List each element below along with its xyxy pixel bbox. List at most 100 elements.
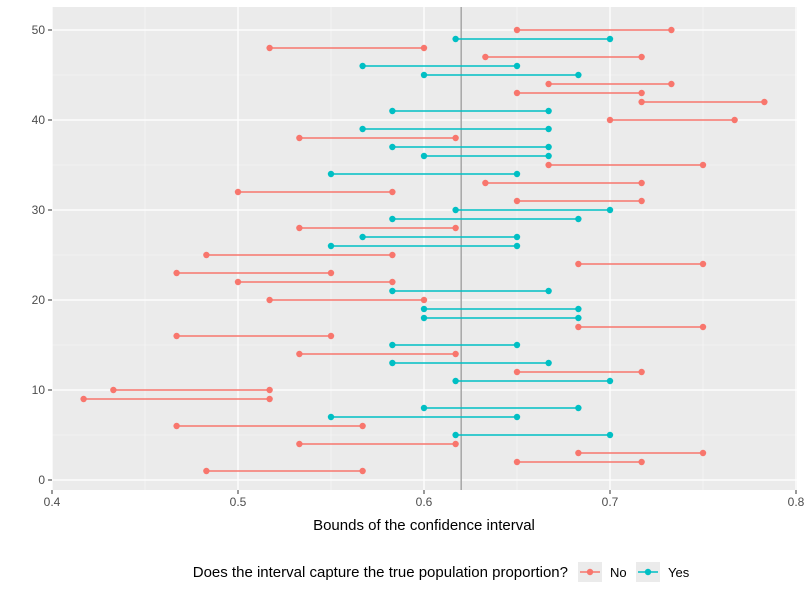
x-tick-label: 0.8: [788, 495, 805, 509]
interval-12: [513, 368, 645, 376]
interval-upper-point: [545, 359, 552, 367]
interval-upper-point: [327, 332, 335, 340]
interval-lower-point: [173, 422, 180, 430]
x-axis-title: Bounds of the confidence interval: [313, 517, 535, 534]
interval-24: [575, 260, 707, 268]
interval-lower-point: [389, 143, 396, 151]
interval-upper-point: [575, 404, 582, 412]
interval-34: [327, 170, 521, 178]
interval-lower-point: [327, 413, 335, 421]
legend-item-yes: Yes: [636, 562, 690, 582]
interval-16: [173, 332, 335, 340]
interval-13: [389, 359, 552, 367]
interval-14: [296, 350, 459, 358]
interval-40: [606, 116, 738, 124]
interval-17: [575, 323, 707, 331]
interval-upper-point: [513, 170, 521, 178]
interval-lower-point: [359, 125, 366, 133]
interval-30: [452, 206, 614, 214]
interval-upper-point: [606, 206, 614, 214]
interval-lower-point: [638, 98, 645, 106]
interval-upper-point: [606, 377, 614, 385]
interval-upper-point: [513, 233, 521, 241]
interval-lower-point: [545, 161, 552, 169]
interval-upper-point: [575, 71, 582, 79]
interval-upper-point: [545, 143, 552, 151]
interval-lower-point: [575, 260, 582, 268]
legend-key-point: [644, 568, 652, 576]
interval-upper-point: [668, 80, 675, 88]
interval-upper-point: [699, 323, 707, 331]
interval-upper-point: [638, 89, 645, 97]
interval-5: [452, 431, 614, 439]
interval-43: [513, 89, 645, 97]
interval-lower-point: [452, 431, 459, 439]
interval-upper-point: [420, 44, 428, 52]
x-tick-label: 0.5: [230, 495, 247, 509]
interval-46: [359, 62, 521, 70]
interval-upper-point: [389, 188, 396, 196]
interval-6: [173, 422, 366, 430]
interval-lower-point: [266, 44, 273, 52]
interval-32: [234, 188, 396, 196]
interval-upper-point: [452, 440, 459, 448]
interval-upper-point: [266, 386, 273, 394]
interval-lower-point: [420, 314, 428, 322]
interval-upper-point: [359, 422, 366, 430]
interval-lower-point: [234, 188, 242, 196]
interval-2: [513, 458, 645, 466]
interval-upper-point: [266, 395, 273, 403]
interval-upper-point: [420, 296, 428, 304]
interval-lower-point: [327, 242, 335, 250]
interval-upper-point: [606, 35, 614, 43]
interval-35: [545, 161, 707, 169]
interval-4: [296, 440, 459, 448]
interval-lower-point: [545, 80, 552, 88]
interval-37: [389, 143, 552, 151]
interval-upper-point: [545, 287, 552, 295]
interval-lower-point: [389, 107, 396, 115]
interval-lower-point: [110, 386, 117, 394]
interval-lower-point: [203, 467, 210, 475]
interval-9: [80, 395, 273, 403]
interval-33: [482, 179, 645, 187]
interval-lower-point: [513, 458, 521, 466]
interval-22: [234, 278, 396, 286]
interval-upper-point: [575, 305, 582, 313]
interval-1: [203, 467, 366, 475]
interval-26: [327, 242, 521, 250]
legend-key-point: [586, 568, 594, 576]
x-tick-label: 0.6: [416, 495, 433, 509]
interval-upper-point: [513, 341, 521, 349]
interval-lower-point: [482, 179, 489, 187]
y-axis-ticks: 0 10 20 30 40 50: [32, 23, 52, 487]
interval-segments: [80, 26, 768, 475]
interval-lower-point: [359, 233, 366, 241]
legend-label: Yes: [668, 565, 690, 580]
interval-28: [296, 224, 459, 232]
interval-upper-point: [575, 215, 582, 223]
interval-upper-point: [513, 242, 521, 250]
interval-45: [420, 71, 582, 79]
interval-upper-point: [513, 413, 521, 421]
interval-lower-point: [420, 152, 428, 160]
interval-lower-point: [482, 53, 489, 61]
interval-29: [389, 215, 582, 223]
interval-41: [389, 107, 552, 115]
interval-7: [327, 413, 521, 421]
interval-lower-point: [420, 305, 428, 313]
y-tick-label: 20: [32, 293, 46, 307]
interval-47: [482, 53, 645, 61]
interval-31: [513, 197, 645, 205]
interval-lower-point: [452, 35, 459, 43]
interval-48: [266, 44, 428, 52]
interval-15: [389, 341, 521, 349]
interval-upper-point: [606, 431, 614, 439]
interval-lower-point: [327, 170, 335, 178]
interval-upper-point: [545, 125, 552, 133]
interval-lower-point: [173, 332, 180, 340]
interval-upper-point: [638, 368, 645, 376]
interval-lower-point: [296, 350, 303, 358]
interval-upper-point: [638, 53, 645, 61]
